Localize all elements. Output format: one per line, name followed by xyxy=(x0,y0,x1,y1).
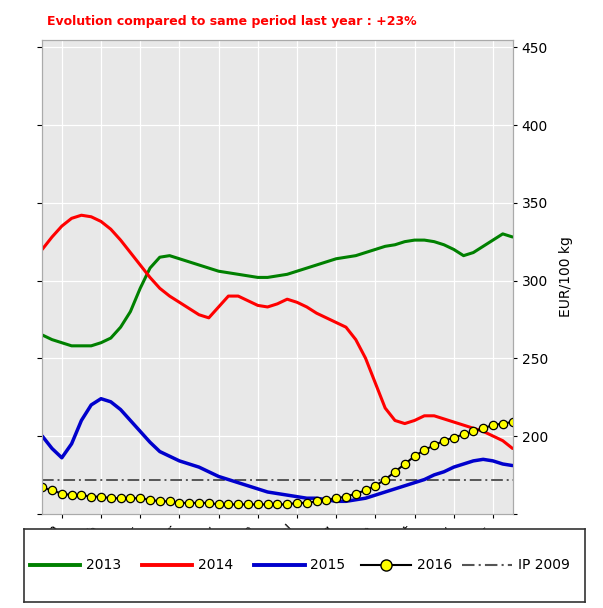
Text: 2014: 2014 xyxy=(198,558,233,573)
Text: 2015: 2015 xyxy=(310,558,346,573)
Text: 2013: 2013 xyxy=(86,558,121,573)
Text: 2016: 2016 xyxy=(417,558,452,573)
Text: IP 2009: IP 2009 xyxy=(517,558,569,573)
Text: Evolution compared to same period last year : +23%: Evolution compared to same period last y… xyxy=(47,15,417,28)
Y-axis label: EUR/100 kg: EUR/100 kg xyxy=(559,236,573,317)
